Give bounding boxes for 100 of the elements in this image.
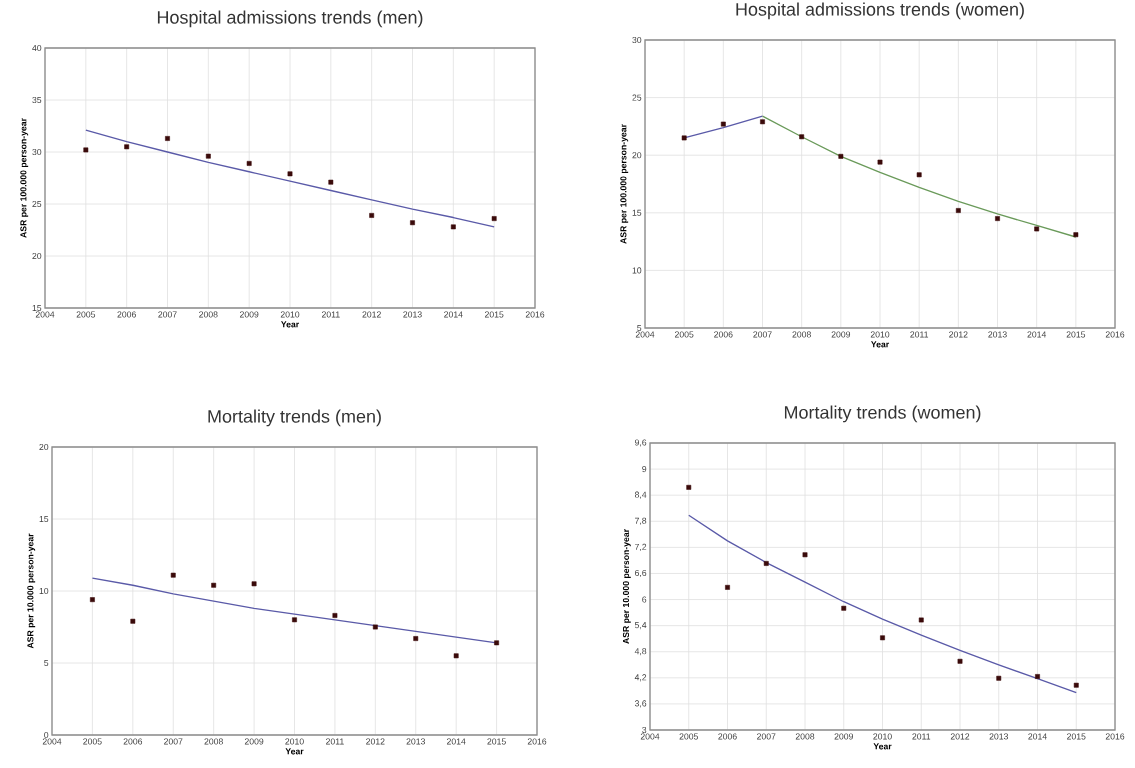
x-tick-label: 2008: [199, 311, 218, 318]
point: [1035, 674, 1040, 679]
x-tick-label: 2009: [239, 311, 259, 318]
point: [720, 121, 726, 127]
x-tick-label: 2016: [1105, 733, 1125, 740]
x-tick-label: 2012: [362, 311, 381, 318]
x-tick-label: 2013: [988, 331, 1007, 338]
point: [170, 572, 176, 578]
x-axis-title: Year: [280, 321, 300, 328]
point: [841, 605, 847, 611]
x-tick-label: 2013: [406, 738, 426, 745]
x-tick-label: 2009: [834, 733, 853, 740]
y-tick-label: 30: [32, 148, 42, 156]
point: [681, 135, 687, 141]
x-tick-label: 2016: [527, 738, 547, 745]
x-tick-label: 2014: [1027, 331, 1047, 338]
point: [328, 179, 334, 185]
x-tick-label: 2016: [525, 311, 545, 318]
point: [686, 484, 692, 490]
y-tick-label: 10: [632, 267, 642, 274]
y-tick-label: 4,8: [634, 648, 647, 656]
x-tick-label: 2008: [792, 331, 811, 338]
y-tick-label: 5: [637, 324, 642, 332]
x-axis-title: Year: [285, 748, 304, 755]
y-tick-label: 20: [39, 443, 49, 451]
x-tick-label: 2007: [757, 733, 776, 740]
y-axis-title: ASR per 10.000 person-year: [622, 529, 631, 644]
chart-title: Hospital admissions trends (women): [736, 2, 1024, 20]
point: [90, 597, 95, 603]
y-tick-label: 9,6: [634, 439, 647, 447]
point: [124, 144, 130, 150]
x-tick-label: 2010: [285, 738, 304, 745]
point: [763, 561, 769, 566]
point: [760, 119, 765, 125]
point: [955, 208, 961, 213]
point: [877, 159, 883, 165]
x-tick-label: 2010: [870, 331, 890, 338]
x-tick-label: 2014: [1028, 733, 1047, 740]
point: [802, 552, 808, 558]
x-tick-label: 2006: [714, 331, 733, 338]
line-series: [688, 514, 1077, 694]
point: [83, 147, 89, 153]
x-tick-label: 2015: [1066, 331, 1086, 338]
y-axis-title: ASR per 100.000 person-year: [20, 118, 29, 238]
point: [287, 171, 293, 177]
x-tick-label: 2014: [446, 738, 466, 745]
point: [413, 636, 419, 641]
chart-title: Hospital admissions trends (men): [157, 10, 423, 28]
y-tick-label: 5: [44, 659, 49, 667]
point: [246, 161, 252, 166]
y-tick-label: 30: [632, 36, 642, 44]
x-tick-label: 2011: [321, 311, 340, 318]
x-axis-title: Year: [871, 341, 890, 348]
x-tick-label: 2013: [403, 311, 422, 318]
line-series: [85, 129, 495, 228]
point: [1073, 232, 1079, 238]
x-tick-label: 2010: [873, 733, 892, 740]
x-tick-label: 2015: [1067, 733, 1086, 740]
point: [996, 675, 1002, 681]
x-tick-label: 2010: [280, 311, 300, 318]
y-tick-label: 3: [642, 726, 647, 734]
x-tick-label: 2011: [912, 733, 931, 740]
point: [453, 653, 459, 659]
y-tick-label: 6: [642, 596, 647, 603]
y-tick-label: 9: [642, 466, 647, 473]
x-tick-label: 2012: [950, 733, 970, 740]
x-tick-label: 2008: [795, 733, 815, 740]
point: [491, 216, 497, 221]
y-tick-label: 3,6: [634, 700, 647, 708]
x-tick-label: 2004: [42, 738, 62, 745]
point: [880, 635, 885, 641]
x-tick-label: 2005: [76, 311, 96, 318]
point: [1034, 226, 1040, 232]
y-tick-label: 15: [39, 515, 49, 523]
x-tick-label: 2004: [35, 311, 55, 318]
point: [799, 134, 805, 140]
x-tick-label: 2008: [204, 738, 223, 745]
y-tick-label: 20: [32, 252, 42, 260]
x-tick-label: 2007: [753, 331, 772, 338]
x-tick-label: 2005: [679, 733, 699, 740]
point: [918, 617, 924, 623]
chart-title: Mortality trends (women): [784, 405, 981, 423]
y-tick-label: 35: [32, 96, 42, 104]
point: [205, 153, 211, 159]
y-axis-title: ASR per 10.000 person-year: [27, 533, 36, 649]
y-tick-label: 8,4: [634, 491, 647, 499]
y-tick-label: 25: [32, 200, 42, 208]
point: [372, 624, 378, 630]
point: [916, 172, 922, 178]
x-axis-title: Year: [873, 743, 892, 750]
x-tick-label: 2006: [123, 738, 143, 745]
x-tick-label: 2009: [831, 331, 851, 338]
y-tick-label: 7,8: [635, 517, 647, 525]
point: [251, 581, 257, 587]
y-tick-label: 20: [632, 152, 642, 159]
point: [995, 216, 1000, 221]
point: [838, 153, 844, 159]
x-tick-label: 2006: [718, 733, 737, 740]
y-tick-label: 6,6: [635, 569, 647, 578]
y-tick-label: 5,4: [634, 622, 647, 630]
